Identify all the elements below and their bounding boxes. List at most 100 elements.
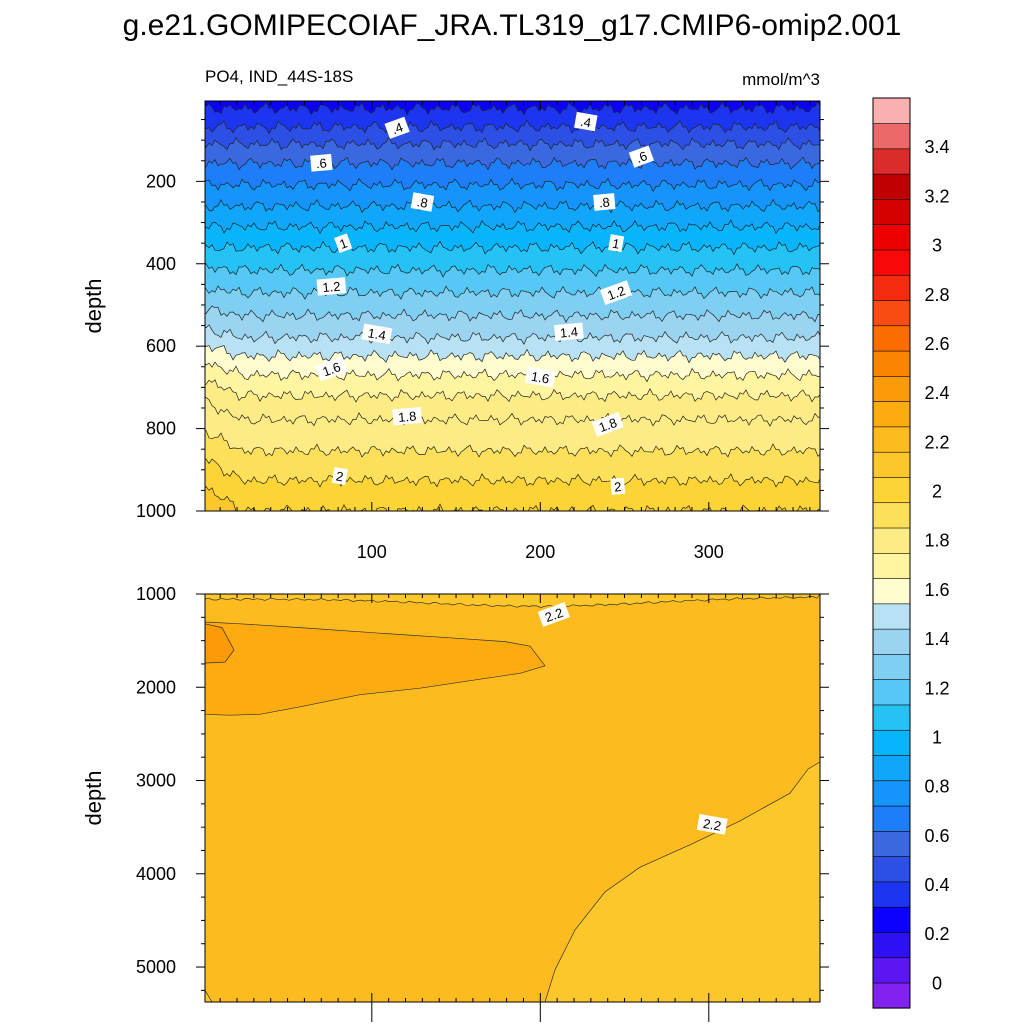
colorbar-swatch — [872, 906, 911, 933]
colorbar-label: 2.4 — [924, 383, 949, 403]
colorbar-swatch — [872, 577, 911, 605]
colorbar-label: 3 — [932, 236, 942, 256]
x-tick-label: 200 — [525, 542, 555, 562]
contour-label-box — [628, 145, 655, 168]
y-tick-label: 400 — [146, 254, 176, 274]
colorbar-label: 2.8 — [924, 285, 949, 305]
contour-label: .6 — [628, 145, 655, 168]
contour-label-box — [524, 366, 556, 388]
top-contour-line — [205, 101, 820, 116]
colorbar: 0 0.2 0.4 0.6 0.8 1 1.2 1.4 1.6 1.8 2 2.2 2.4 2.6 2.8 3… — [872, 97, 950, 1009]
colorbar-swatch — [872, 830, 911, 857]
y-tick-label: 5000 — [136, 957, 176, 977]
contour-label-text: 2 — [335, 468, 345, 484]
colorbar-swatch — [872, 754, 911, 782]
contour-label: 1 — [334, 233, 353, 254]
y-tick-label: 1000 — [136, 501, 176, 521]
colorbar-swatch — [872, 173, 911, 200]
x-tick-label: 100 — [357, 542, 387, 562]
y-tick-label: 800 — [146, 419, 176, 439]
colorbar-swatch — [872, 274, 911, 301]
top-panel-ticks: 100 200 300 200 400 600 800 1000 — [136, 101, 829, 562]
top-contour-line — [205, 155, 820, 171]
contour-label-text: 1.4 — [559, 324, 578, 341]
y-tick-label: 4000 — [136, 864, 176, 884]
top-panel-contour-fills — [205, 101, 820, 511]
contour-label-box — [554, 322, 584, 342]
bottom-fill-band — [205, 621, 546, 716]
top-contour-line — [205, 177, 820, 193]
colorbar-swatch — [872, 653, 911, 680]
colorbar-swatch — [872, 982, 911, 1009]
colorbar-label: 3.4 — [924, 137, 949, 157]
contour-label: .4 — [574, 111, 598, 132]
contour-label: 2 — [610, 477, 626, 495]
contour-label: 1.6 — [524, 366, 556, 388]
contour-label-box — [316, 277, 347, 296]
top-contour-line — [205, 324, 820, 345]
top-contour-line — [205, 263, 820, 278]
bottom-fill-band — [205, 989, 213, 1002]
contour-label-text: 1.2 — [322, 279, 341, 296]
top-contour-line — [205, 119, 820, 135]
colorbar-label: 0.8 — [924, 777, 949, 797]
colorbar-swatch — [872, 299, 911, 327]
contour-label-box — [384, 116, 410, 139]
colorbar-swatch — [872, 325, 911, 352]
colorbar-swatch — [872, 780, 911, 807]
contour-label: 1.8 — [392, 406, 423, 426]
bottom-panel-contour-labels: 2.2 2.2 — [537, 602, 728, 835]
bottom-panel-contour-lines — [205, 594, 820, 1002]
top-panel-units-label: mmol/m^3 — [742, 70, 820, 89]
colorbar-swatch — [872, 502, 911, 529]
top-contour-line — [205, 343, 820, 364]
contour-label-box — [410, 192, 435, 212]
contour-label-box — [593, 193, 616, 211]
contour-label-box — [591, 412, 624, 437]
top-contour-line — [205, 219, 820, 235]
colorbar-label: 0.4 — [924, 875, 949, 895]
top-contour-line — [205, 361, 820, 383]
colorbar-label: 2 — [932, 482, 942, 502]
colorbar-swatch — [872, 881, 911, 908]
colorbar-swatch — [872, 401, 911, 428]
top-contour-line — [205, 429, 820, 458]
y-tick-label: 2000 — [136, 677, 176, 697]
contour-label-box — [610, 477, 626, 495]
contour-label: 1.6 — [315, 356, 348, 382]
contour-label-box — [608, 234, 625, 253]
contour-label-text: 2.2 — [702, 816, 722, 834]
top-panel-frame — [204, 100, 821, 512]
colorbar-swatch — [872, 375, 911, 402]
contour-label-box — [696, 813, 728, 835]
colorbar-swatch — [872, 628, 911, 655]
top-panel-y-axis-label: depth — [81, 278, 106, 333]
colorbar-frame — [872, 97, 911, 1009]
colorbar-swatch — [872, 527, 911, 554]
bottom-panel-ticks: 1000 2000 3000 4000 5000 — [136, 584, 829, 1022]
contour-label-text: .4 — [579, 114, 592, 131]
top-panel: PO4, IND_44S-18S mmol/m^3 .4.4.6.6.8.81 1… — [81, 67, 829, 562]
colorbar-swatch — [872, 97, 911, 124]
colorbar-label: 1.4 — [924, 629, 949, 649]
colorbar-label: 2.6 — [924, 334, 949, 354]
colorbar-swatch — [872, 729, 911, 756]
y-tick-label: 3000 — [136, 771, 176, 791]
contour-label-text: 1.8 — [597, 415, 619, 435]
top-contour-line — [205, 305, 820, 323]
colorbar-swatch — [872, 451, 911, 478]
colorbar-label: 1 — [932, 727, 942, 747]
contour-label-text: .4 — [390, 119, 405, 137]
contour-label-text: 1.6 — [530, 369, 550, 387]
contour-label-text: 2.2 — [543, 605, 565, 625]
top-panel-variable-label: PO4, IND_44S-18S — [205, 67, 353, 86]
contour-label: 1.8 — [591, 412, 624, 437]
contour-label-box — [334, 233, 353, 254]
colorbar-swatch — [872, 148, 911, 175]
y-tick-label: 600 — [146, 336, 176, 356]
top-contour-line — [205, 396, 820, 427]
contour-label: .8 — [593, 193, 616, 211]
contour-label-box — [392, 406, 423, 426]
colorbar-swatch — [872, 552, 911, 579]
colorbar-swatch — [872, 476, 911, 504]
